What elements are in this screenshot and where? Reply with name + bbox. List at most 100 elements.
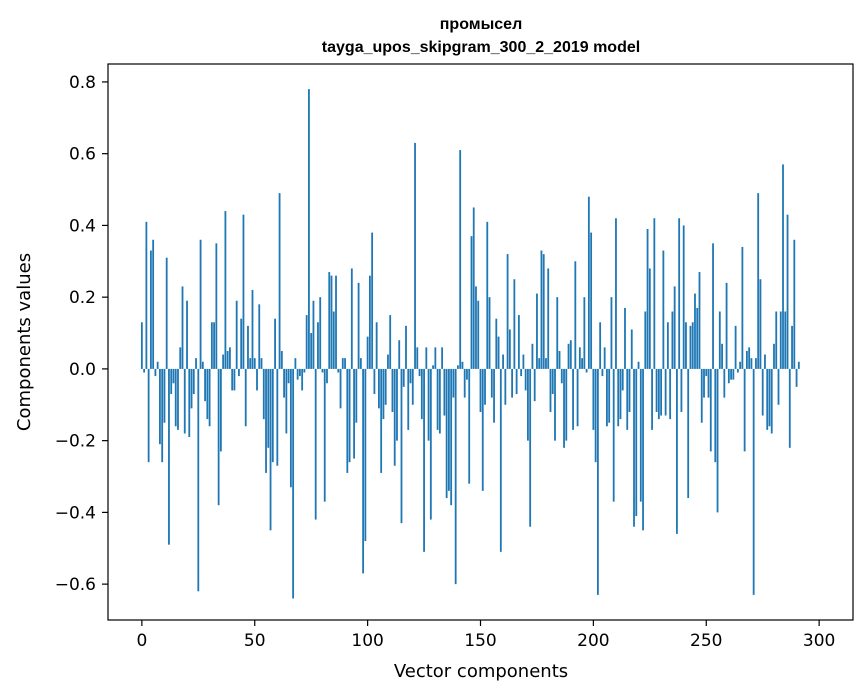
bar xyxy=(716,368,719,513)
y-tick-label: 0.0 xyxy=(69,360,96,380)
bar xyxy=(319,297,322,369)
bar xyxy=(768,368,771,427)
bar xyxy=(621,368,624,391)
bar xyxy=(542,254,545,369)
bar xyxy=(689,325,692,369)
bar xyxy=(511,368,514,398)
bar xyxy=(680,368,683,412)
bar xyxy=(646,229,649,369)
x-tick-label: 0 xyxy=(136,631,147,651)
bar xyxy=(657,368,660,420)
bar xyxy=(547,268,550,369)
bar xyxy=(192,368,195,395)
x-tick-label: 100 xyxy=(351,631,383,651)
bar xyxy=(323,368,326,502)
bar xyxy=(186,300,188,369)
bar xyxy=(565,368,568,441)
bar xyxy=(601,368,604,377)
bar xyxy=(195,358,197,369)
bar xyxy=(463,368,466,398)
bar xyxy=(235,300,238,369)
bar xyxy=(197,368,200,592)
bar xyxy=(445,368,448,499)
bar xyxy=(206,368,209,420)
bar xyxy=(707,368,710,398)
y-tick-label: 0.6 xyxy=(69,145,96,165)
bar xyxy=(409,368,412,384)
x-tick-label: 50 xyxy=(244,631,266,651)
bar xyxy=(786,214,789,369)
bar xyxy=(287,368,290,384)
y-tick-label: −0.6 xyxy=(55,575,96,595)
bar xyxy=(229,347,231,369)
bar xyxy=(545,358,547,369)
bar xyxy=(630,329,633,369)
bar xyxy=(253,358,256,369)
bar xyxy=(596,368,599,595)
bar xyxy=(154,368,157,377)
bar xyxy=(181,286,184,369)
bar xyxy=(782,164,784,369)
bar xyxy=(339,368,342,409)
bar xyxy=(149,250,152,369)
bar xyxy=(739,361,742,369)
bar xyxy=(793,239,796,369)
bar xyxy=(188,368,191,438)
bar xyxy=(617,368,620,427)
bar xyxy=(156,361,159,369)
bar xyxy=(341,358,344,369)
bar xyxy=(452,368,455,398)
bar xyxy=(152,239,155,369)
bar xyxy=(752,368,755,595)
bar xyxy=(278,193,281,369)
bar xyxy=(418,368,421,377)
bar xyxy=(438,368,441,434)
bar xyxy=(219,368,222,452)
bar xyxy=(770,368,773,434)
bar xyxy=(551,368,554,395)
bar xyxy=(700,368,703,423)
bar xyxy=(461,361,464,369)
x-tick-label: 200 xyxy=(577,631,609,651)
bar xyxy=(362,368,365,574)
bar xyxy=(179,347,182,369)
bar xyxy=(285,368,288,434)
bar xyxy=(633,368,635,527)
bar xyxy=(276,368,279,466)
bar xyxy=(750,358,753,369)
bar xyxy=(165,257,168,369)
bar xyxy=(748,347,751,369)
bar xyxy=(705,368,708,377)
bar xyxy=(493,368,495,423)
bar xyxy=(725,282,728,369)
bar xyxy=(644,311,647,369)
bar xyxy=(603,347,606,369)
bar xyxy=(734,325,737,369)
bar xyxy=(432,365,434,369)
bar xyxy=(619,368,622,420)
bar xyxy=(289,368,292,488)
bar xyxy=(669,368,672,420)
bar xyxy=(335,275,337,369)
bar xyxy=(578,347,581,369)
bar xyxy=(396,368,398,441)
bar xyxy=(190,368,193,409)
bar xyxy=(447,368,450,491)
bar xyxy=(224,211,227,369)
bar xyxy=(402,368,405,387)
bar xyxy=(637,361,640,369)
bar xyxy=(583,297,586,369)
bar xyxy=(490,368,493,398)
bar xyxy=(420,368,423,420)
bar xyxy=(486,221,489,369)
bar xyxy=(581,358,583,369)
bar xyxy=(258,304,261,369)
bar xyxy=(371,232,374,369)
bar xyxy=(791,325,793,369)
bar xyxy=(357,282,360,369)
bar xyxy=(639,368,642,502)
bar xyxy=(773,343,775,369)
x-tick-label: 300 xyxy=(803,631,835,651)
bar xyxy=(457,365,459,369)
bar xyxy=(533,368,536,402)
